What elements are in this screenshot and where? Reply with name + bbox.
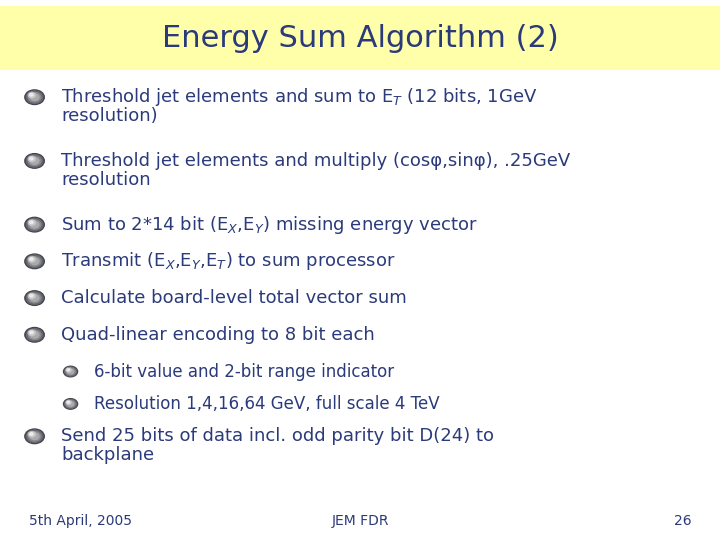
Circle shape — [27, 292, 42, 304]
Circle shape — [30, 158, 39, 164]
Circle shape — [30, 331, 33, 334]
Circle shape — [24, 217, 45, 232]
Text: Send 25 bits of data incl. odd parity bit D(24) to: Send 25 bits of data incl. odd parity bi… — [61, 427, 494, 446]
Text: 5th April, 2005: 5th April, 2005 — [29, 514, 132, 528]
Circle shape — [30, 157, 33, 160]
Circle shape — [24, 90, 45, 105]
Circle shape — [27, 255, 42, 267]
Circle shape — [27, 155, 42, 167]
Circle shape — [66, 368, 71, 372]
Text: JEM FDR: JEM FDR — [331, 514, 389, 528]
Text: Resolution 1,4,16,64 GeV, full scale 4 TeV: Resolution 1,4,16,64 GeV, full scale 4 T… — [94, 395, 439, 413]
Circle shape — [28, 156, 41, 166]
Text: Calculate board-level total vector sum: Calculate board-level total vector sum — [61, 289, 407, 307]
Circle shape — [28, 256, 35, 262]
Circle shape — [67, 369, 70, 371]
Circle shape — [28, 431, 35, 437]
Circle shape — [66, 401, 75, 407]
Text: resolution: resolution — [61, 171, 150, 189]
Circle shape — [27, 329, 42, 341]
Circle shape — [30, 294, 33, 297]
Circle shape — [30, 94, 39, 100]
Circle shape — [27, 430, 42, 442]
Text: resolution): resolution) — [61, 107, 158, 125]
Text: Quad-linear encoding to 8 bit each: Quad-linear encoding to 8 bit each — [61, 326, 375, 344]
Circle shape — [30, 93, 33, 96]
Circle shape — [24, 429, 45, 444]
Circle shape — [68, 402, 73, 406]
Text: Energy Sum Algorithm (2): Energy Sum Algorithm (2) — [161, 24, 559, 53]
Circle shape — [30, 295, 39, 301]
Circle shape — [67, 401, 70, 403]
Circle shape — [28, 156, 35, 161]
Circle shape — [63, 366, 78, 377]
Circle shape — [28, 92, 41, 102]
Circle shape — [27, 91, 42, 103]
Circle shape — [28, 293, 41, 303]
Circle shape — [66, 401, 71, 404]
Text: 26: 26 — [674, 514, 691, 528]
Circle shape — [24, 327, 45, 342]
Text: Threshold jet elements and sum to E$_T$ (12 bits, 1GeV: Threshold jet elements and sum to E$_T$ … — [61, 86, 538, 108]
Circle shape — [24, 291, 45, 306]
Circle shape — [30, 258, 39, 265]
Circle shape — [28, 220, 41, 229]
Circle shape — [65, 400, 76, 408]
Circle shape — [30, 258, 33, 260]
Text: backplane: backplane — [61, 447, 154, 464]
Circle shape — [30, 433, 39, 440]
Circle shape — [28, 220, 35, 225]
FancyBboxPatch shape — [0, 6, 720, 70]
Circle shape — [30, 221, 39, 228]
Circle shape — [66, 368, 75, 375]
Text: Sum to 2*14 bit (E$_X$,E$_Y$) missing energy vector: Sum to 2*14 bit (E$_X$,E$_Y$) missing en… — [61, 214, 478, 235]
Text: 6-bit value and 2-bit range indicator: 6-bit value and 2-bit range indicator — [94, 362, 394, 381]
Text: Threshold jet elements and multiply (cosφ,sinφ), .25GeV: Threshold jet elements and multiply (cos… — [61, 152, 570, 170]
Circle shape — [63, 399, 78, 409]
Circle shape — [28, 92, 35, 98]
Circle shape — [27, 219, 42, 231]
Circle shape — [28, 330, 41, 340]
Circle shape — [28, 256, 41, 266]
Circle shape — [30, 332, 39, 338]
Circle shape — [30, 433, 33, 435]
Circle shape — [68, 369, 73, 374]
Circle shape — [30, 221, 33, 224]
Circle shape — [28, 431, 41, 441]
Circle shape — [24, 254, 45, 269]
Text: Transmit (E$_X$,E$_Y$,E$_T$) to sum processor: Transmit (E$_X$,E$_Y$,E$_T$) to sum proc… — [61, 251, 396, 272]
Circle shape — [24, 153, 45, 168]
Circle shape — [65, 367, 76, 376]
Circle shape — [28, 330, 35, 335]
Circle shape — [28, 293, 35, 299]
